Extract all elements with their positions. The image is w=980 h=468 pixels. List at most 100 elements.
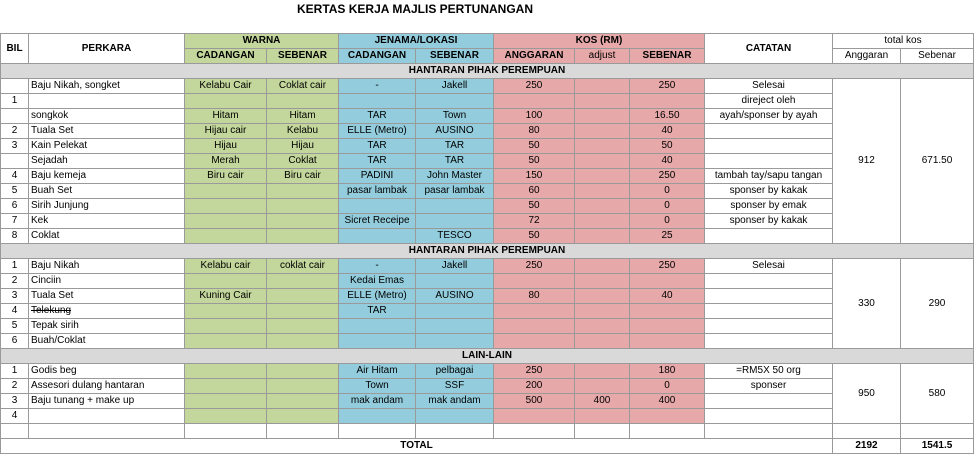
table-row: 3 Baju tunang + make up mak andam mak andam… <box>0 393 974 409</box>
spacer-cell <box>900 423 974 439</box>
row-kos-sebenar: 0 <box>629 213 705 229</box>
row-warna-sebenar <box>266 408 339 424</box>
spacer-cell <box>629 423 705 439</box>
row-jenama-cadangan <box>338 333 416 349</box>
row-adjust <box>574 153 630 169</box>
row-warna-sebenar: Coklat <box>266 153 339 169</box>
row-adjust <box>574 378 630 394</box>
row-bil: 5 <box>0 318 29 334</box>
row-catatan <box>704 393 833 409</box>
row-perkara <box>28 93 185 109</box>
row-kos-sebenar: 250 <box>629 168 705 184</box>
row-jenama-sebenar <box>415 318 494 334</box>
row-jenama-sebenar: Town <box>415 108 494 124</box>
row-warna-sebenar <box>266 183 339 199</box>
row-jenama-cadangan: PADINI <box>338 168 416 184</box>
spacer-cell <box>832 423 901 439</box>
row-warna-cadangan: Hijau cair <box>184 123 267 139</box>
row-perkara: Cinciin <box>28 273 185 289</box>
row-adjust <box>574 108 630 124</box>
row-kos-sebenar: 50 <box>629 138 705 154</box>
row-kos-sebenar: 250 <box>629 258 705 274</box>
row-jenama-sebenar: AUSINO <box>415 123 494 139</box>
row-adjust <box>574 228 630 244</box>
row-jenama-sebenar: pelbagai <box>415 363 494 379</box>
row-perkara <box>28 408 185 424</box>
row-kos-sebenar: 180 <box>629 363 705 379</box>
row-adjust <box>574 303 630 319</box>
row-adjust <box>574 213 630 229</box>
row-kos-sebenar: 40 <box>629 288 705 304</box>
row-warna-sebenar: Coklat cair <box>266 78 339 94</box>
row-kos-sebenar <box>629 318 705 334</box>
row-perkara: songkok <box>28 108 185 124</box>
row-jenama-sebenar <box>415 93 494 109</box>
spacer-cell <box>704 423 833 439</box>
row-jenama-sebenar <box>415 408 494 424</box>
spacer-cell <box>0 423 29 439</box>
row-jenama-cadangan: TAR <box>338 108 416 124</box>
table-row: 3 Tuala Set Kuning Cair ELLE (Metro) AUSINO 8… <box>0 288 974 304</box>
row-warna-sebenar <box>266 393 339 409</box>
row-perkara: Baju tunang + make up <box>28 393 185 409</box>
row-bil: 1 <box>0 93 29 109</box>
row-warna-cadangan: Hijau <box>184 138 267 154</box>
row-bil: 5 <box>0 183 29 199</box>
row-catatan <box>704 228 833 244</box>
row-bil: 2 <box>0 123 29 139</box>
row-anggaran <box>493 318 575 334</box>
row-warna-sebenar <box>266 228 339 244</box>
table-row: 7 Kek Sicret Receipe 72 0 sponser by kakak <box>0 213 974 229</box>
row-jenama-sebenar: Jakell <box>415 78 494 94</box>
row-jenama-sebenar <box>415 333 494 349</box>
row-bil: 2 <box>0 273 29 289</box>
row-jenama-cadangan <box>338 228 416 244</box>
sheet-title: KERTAS KERJA MAJLIS PERTUNANGAN <box>296 2 533 16</box>
row-perkara: Kek <box>28 213 185 229</box>
table-row: 2 Assesori dulang hantaran Town SSF 200 0 spon… <box>0 378 974 394</box>
row-adjust <box>574 318 630 334</box>
row-warna-sebenar <box>266 288 339 304</box>
row-warna-cadangan <box>184 273 267 289</box>
row-anggaran: 60 <box>493 183 575 199</box>
row-catatan <box>704 408 833 424</box>
row-perkara: Buah Set <box>28 183 185 199</box>
header-adjust: adjust <box>574 48 630 64</box>
row-kos-sebenar: 400 <box>629 393 705 409</box>
row-jenama-cadangan: TAR <box>338 138 416 154</box>
row-bil: 8 <box>0 228 29 244</box>
row-adjust <box>574 138 630 154</box>
row-anggaran: 50 <box>493 138 575 154</box>
row-jenama-sebenar: TESCO <box>415 228 494 244</box>
row-perkara: Kain Pelekat <box>28 138 185 154</box>
row-catatan <box>704 153 833 169</box>
row-anggaran: 50 <box>493 153 575 169</box>
table-row: 2 Tuala Set Hijau cair Kelabu ELLE (Metro) AU… <box>0 123 974 139</box>
spacer-row <box>0 423 974 439</box>
table-row: 3 Kain Pelekat Hijau Hijau TAR TAR 50 50 <box>0 138 974 154</box>
row-kos-sebenar: 0 <box>629 378 705 394</box>
row-jenama-cadangan: Air Hitam <box>338 363 416 379</box>
table-row: 5 Buah Set pasar lambak pasar lambak 60 0 spon… <box>0 183 974 199</box>
row-jenama-cadangan: pasar lambak <box>338 183 416 199</box>
row-kos-sebenar: 0 <box>629 198 705 214</box>
header-total-sebenar: Sebenar <box>900 48 974 64</box>
row-bil <box>0 108 29 124</box>
row-warna-sebenar <box>266 213 339 229</box>
row-warna-sebenar: Hitam <box>266 108 339 124</box>
row-anggaran: 100 <box>493 108 575 124</box>
row-bil: 1 <box>0 258 29 274</box>
row-anggaran: 50 <box>493 198 575 214</box>
table-row: 4 <box>0 408 974 424</box>
row-adjust <box>574 273 630 289</box>
row-warna-sebenar: Hijau <box>266 138 339 154</box>
row-adjust <box>574 78 630 94</box>
row-perkara: Baju Nikah <box>28 258 185 274</box>
total-label: TOTAL <box>0 438 833 454</box>
row-kos-sebenar: 40 <box>629 153 705 169</box>
row-catatan: sponser by kakak <box>704 183 833 199</box>
row-warna-sebenar <box>266 318 339 334</box>
spacer-cell <box>493 423 575 439</box>
row-perkara: Buah/Coklat <box>28 333 185 349</box>
